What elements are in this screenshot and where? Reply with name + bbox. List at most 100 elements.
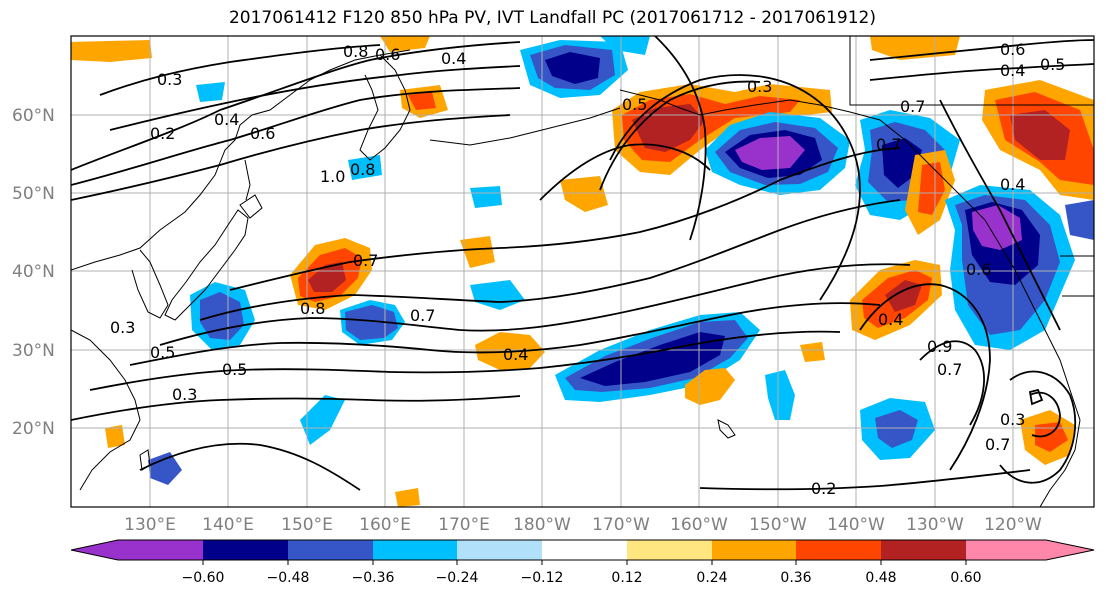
colorbar-segment xyxy=(796,540,881,560)
border-line xyxy=(1060,255,1094,297)
colorbar-outline xyxy=(70,539,1095,561)
contour-label: 0.2 xyxy=(150,124,175,143)
colorbar-tick-label: 0.48 xyxy=(865,570,896,586)
colorbar-segment xyxy=(881,540,966,560)
contour-line xyxy=(869,39,1094,61)
positive-anomaly-shading xyxy=(560,176,608,212)
contour-label: 0.8 xyxy=(300,299,325,318)
positive-anomaly-shading xyxy=(1010,110,1070,160)
contour-line xyxy=(71,87,521,186)
colorbar-segment xyxy=(288,540,373,560)
asia-coastline xyxy=(71,49,411,271)
contour-line xyxy=(159,263,911,346)
longitude-label: 120°W xyxy=(984,515,1042,535)
contour-line xyxy=(999,370,1077,484)
japan-coastline xyxy=(164,209,249,321)
colorbar-tick-label: −0.24 xyxy=(436,570,479,586)
longitude-label: 170°E xyxy=(438,515,490,535)
latitude-label: 20°N xyxy=(12,419,55,439)
contour-label: 0.6 xyxy=(375,45,400,64)
colorbar-segment xyxy=(118,540,203,560)
alaska-coastline xyxy=(619,89,1081,421)
contour-line xyxy=(699,469,1031,491)
contour-labels: 0.3 0.2 0.4 0.6 0.8 1.0 0.6 0.8 0.4 0.5 … xyxy=(110,40,1065,498)
colorbar-tick-label: −0.12 xyxy=(521,570,564,586)
contour-label: 0.5 xyxy=(222,360,247,379)
contour-label: 1.0 xyxy=(320,167,345,186)
contour-line xyxy=(129,302,881,366)
contour-line xyxy=(859,283,991,471)
contour-label: 0.7 xyxy=(900,97,925,116)
negative-anomaly-shading xyxy=(200,292,244,340)
colorbar-segment xyxy=(966,540,1046,560)
contour-label: 0.5 xyxy=(622,95,647,114)
positive-anomaly-shading xyxy=(800,342,825,362)
contour-label: 0.7 xyxy=(876,135,901,154)
contour-label: 0.4 xyxy=(441,49,466,68)
korea-coastline xyxy=(131,249,169,319)
negative-anomaly-shading xyxy=(972,205,1022,250)
contour-line xyxy=(919,340,985,426)
negative-anomaly-shading xyxy=(470,280,525,310)
longitude-label: 160°E xyxy=(359,515,411,535)
contour-label: 0.7 xyxy=(937,360,962,379)
negative-anomaly-shading xyxy=(545,52,600,84)
hokkaido-coastline xyxy=(239,194,263,219)
positive-anomaly-shading xyxy=(105,425,125,448)
negative-anomaly-shading xyxy=(875,410,918,448)
coastlines xyxy=(71,36,1094,507)
longitude-label: 160°W xyxy=(670,515,728,535)
longitude-label: 170°W xyxy=(592,515,650,535)
negative-anomaly-shading xyxy=(1065,200,1094,240)
positive-anomaly-shading xyxy=(308,262,346,292)
contour-line xyxy=(71,41,521,171)
contour-label: 0.4 xyxy=(503,345,528,364)
longitude-label: 140°W xyxy=(827,515,885,535)
contour-line xyxy=(99,44,381,96)
longitude-label: 140°E xyxy=(202,515,254,535)
contour-line xyxy=(939,99,1061,331)
mexico-coastline xyxy=(1039,419,1081,507)
negative-anomaly-shading xyxy=(735,136,805,170)
contour-label: 0.4 xyxy=(1000,175,1025,194)
contour-label: 0.7 xyxy=(985,435,1010,454)
map-gridlines xyxy=(71,36,1094,507)
contour-label: 0.6 xyxy=(250,124,275,143)
colorbar-segment xyxy=(627,540,712,560)
negative-anomaly-shading xyxy=(765,370,795,420)
ivt-contours xyxy=(71,36,1094,491)
contour-label: 0.5 xyxy=(150,343,175,362)
contour-label: 0.3 xyxy=(747,77,772,96)
contour-label: 0.4 xyxy=(1000,61,1025,80)
positive-anomaly-shading xyxy=(918,162,945,215)
longitude-label: 150°W xyxy=(749,515,807,535)
contour-label: 0.3 xyxy=(157,70,182,89)
negative-anomaly-shading xyxy=(300,395,345,445)
longitude-label: 130°W xyxy=(906,515,964,535)
colorbar-tick-label: −0.36 xyxy=(352,570,395,586)
positive-anomaly-shading xyxy=(71,40,152,62)
contour-line xyxy=(654,36,707,241)
contour-line xyxy=(539,143,711,201)
colorbar-segment xyxy=(373,540,457,560)
contour-line xyxy=(89,330,841,391)
colorbar-tick-label: 0.12 xyxy=(611,570,642,586)
contour-label: 0.8 xyxy=(350,160,375,179)
contour-label: 0.4 xyxy=(878,310,903,329)
colorbar-extend-min xyxy=(71,540,118,560)
negative-anomaly-shading xyxy=(348,155,382,180)
contour-label: 0.8 xyxy=(343,42,368,61)
positive-anomaly-shading xyxy=(1035,422,1068,452)
contour-line xyxy=(199,199,901,321)
border-line xyxy=(849,36,1094,106)
contour-label: 0.9 xyxy=(927,337,952,356)
colorbar-segment xyxy=(712,540,796,560)
latitude-labels: 60°N 50°N 40°N 30°N 20°N xyxy=(12,106,55,439)
longitude-label: 150°E xyxy=(281,515,333,535)
positive-anomaly-shading xyxy=(460,236,495,268)
contour-line xyxy=(109,65,521,131)
latitude-label: 60°N xyxy=(12,106,55,126)
map-frame xyxy=(70,35,1095,508)
kamchatka-coastline xyxy=(359,54,411,161)
